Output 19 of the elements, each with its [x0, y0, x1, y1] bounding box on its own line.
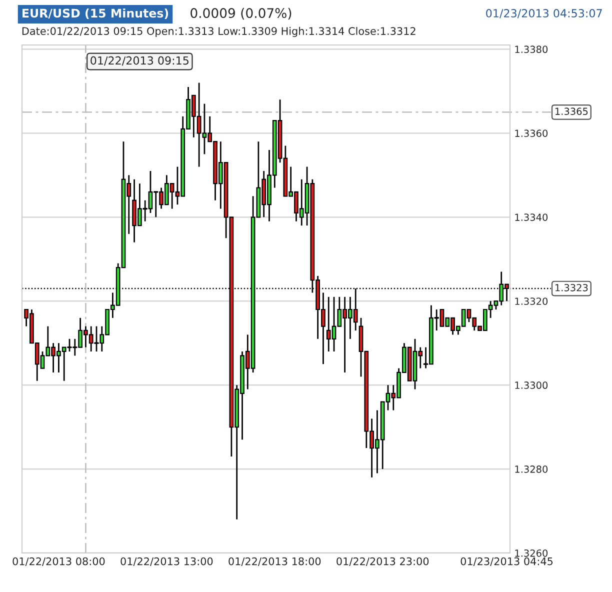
- x-tick-label: 01/22/2013 08:00: [12, 557, 105, 566]
- y-tick-label: 1.3300: [515, 382, 548, 389]
- y-tick-label: 1.3360: [515, 130, 548, 137]
- chart-title: EUR/USD (15 Minutes): [22, 8, 168, 20]
- text: Date:01/22/2013 09:15 Open:1.3313 Low:1.3309 High:1.3314 Close:1.3312: [22, 26, 416, 38]
- ref-line-label: 1.3365: [556, 108, 588, 115]
- x-tick-label: 01/22/2013 18:00: [228, 557, 321, 566]
- x-tick-label: 01/23/2013 04:45: [460, 557, 553, 566]
- text: 01/23/2013 04:53:07: [486, 9, 602, 18]
- chart-subtitle: 0.0009 (0.07%): [190, 8, 292, 20]
- y-tick-label: 1.3280: [515, 466, 548, 473]
- x-tick-label: 01/22/2013 13:00: [120, 557, 213, 566]
- x-tick-label: 01/22/2013 23:00: [336, 557, 429, 566]
- y-tick-label: 1.3380: [515, 46, 548, 54]
- ref-line-label: 1.3323: [556, 284, 588, 292]
- ref-line-label: 01/22/2013 09:15: [90, 56, 188, 66]
- y-tick-label: 1.3320: [515, 298, 548, 305]
- y-tick-label: 1.3260: [515, 549, 548, 557]
- y-tick-label: 1.3340: [515, 214, 548, 221]
